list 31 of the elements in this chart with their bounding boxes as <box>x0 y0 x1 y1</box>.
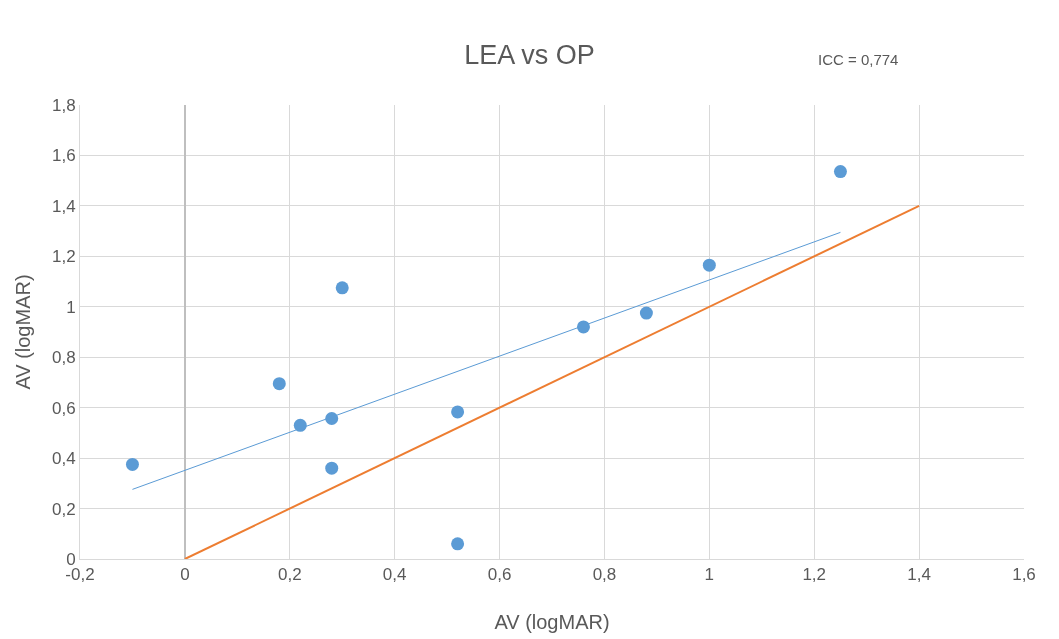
y-tick-label: 0,6 <box>51 398 76 418</box>
point <box>272 377 286 391</box>
point <box>451 537 465 551</box>
y-tick-label: 1,4 <box>51 196 76 216</box>
point <box>451 405 465 419</box>
x-tick-label: 0,4 <box>382 565 407 585</box>
y-tick-label: 1,8 <box>51 95 76 115</box>
point <box>125 457 139 471</box>
y-tick-label: 1 <box>66 297 76 317</box>
y-tick-label: 1,2 <box>51 247 76 267</box>
point <box>325 461 339 475</box>
x-axis-title: AV (logMAR) <box>494 611 610 633</box>
point <box>335 281 349 295</box>
x-tick-label: 1,4 <box>907 565 931 585</box>
y-tick-label: 0,8 <box>51 348 76 368</box>
x-tick-label: 0,6 <box>487 565 512 585</box>
y-tick-label: 0,2 <box>51 499 76 519</box>
text: ICC = 0,774 <box>818 51 899 68</box>
x-tick-label: 1 <box>704 565 715 585</box>
y-axis-title: AV (logMAR) <box>12 274 34 390</box>
point <box>702 258 716 272</box>
x-tick-label: 0,2 <box>277 565 302 585</box>
point <box>833 165 847 179</box>
y-tick-label: 1,6 <box>51 146 76 166</box>
point <box>639 306 653 320</box>
x-tick-label: 1,6 <box>1012 565 1036 585</box>
y-tick-label: 0,4 <box>51 449 76 469</box>
x-tick-label: 0,8 <box>592 565 617 585</box>
chart-title: LEA vs OP <box>464 39 595 70</box>
x-tick-label: 0 <box>180 565 190 585</box>
x-tick-label: 1,2 <box>802 565 827 585</box>
